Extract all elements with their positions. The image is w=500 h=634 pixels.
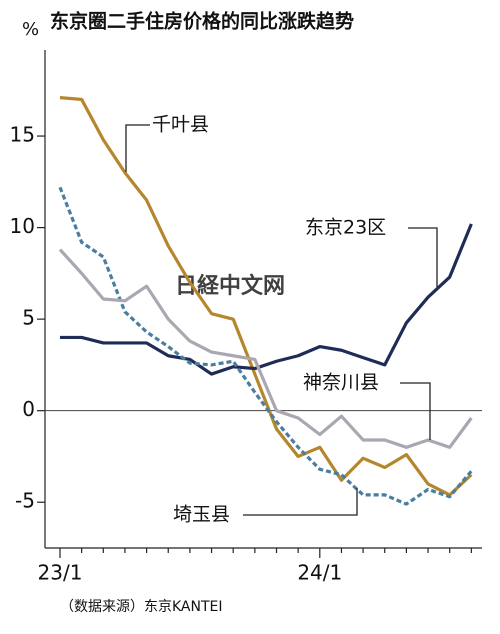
series-line [59, 96, 473, 497]
y-tick-label: -5 [15, 489, 35, 513]
y-tick-label: 5 [22, 306, 35, 330]
watermark-bg [138, 270, 323, 302]
series-line [60, 223, 473, 376]
callout-line [243, 488, 358, 516]
series-line [58, 248, 473, 449]
series-label: 东京23区 [305, 217, 386, 239]
y-tick-label: 15 [10, 123, 35, 147]
x-tick-label: 24/1 [297, 561, 342, 585]
callout-line [400, 382, 431, 440]
y-tick-label: 10 [10, 214, 35, 238]
callout-line [125, 124, 150, 172]
source: （数据来源）东京KANTEI [60, 599, 223, 615]
chart-title: 东京圈二手住房价格的同比涨跌趋势 [50, 10, 354, 33]
callout-line [408, 227, 438, 287]
series-label: 神奈川县 [303, 372, 379, 394]
series-label: 千叶县 [152, 114, 209, 136]
y-tick-label: 0 [22, 397, 35, 421]
series-label: 埼玉县 [173, 504, 230, 526]
y-unit: % [22, 19, 39, 40]
x-tick-label: 23/1 [38, 561, 83, 585]
